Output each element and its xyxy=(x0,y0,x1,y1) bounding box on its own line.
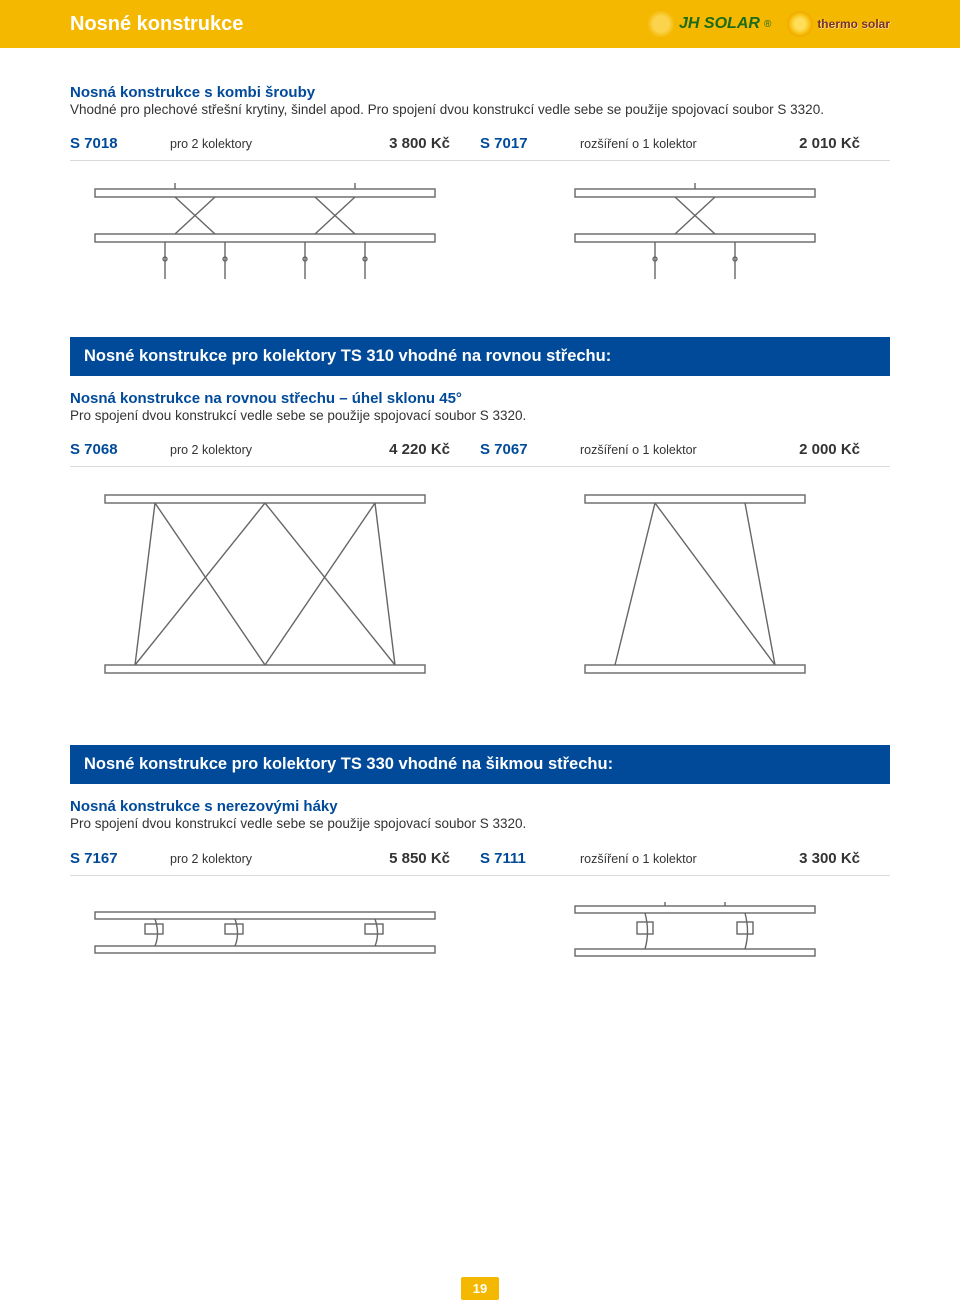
section2-right: S 7067 rozšíření o 1 kolektor 2 000 Kč xyxy=(480,441,890,458)
section3-bar: Nosné konstrukce pro kolektory TS 330 vh… xyxy=(70,745,890,784)
flame-icon xyxy=(787,11,813,37)
logo-jh-solar-text: JH SOLAR xyxy=(679,15,760,33)
diagram-hooks-1 xyxy=(500,894,890,974)
section3-left: S 7167 pro 2 kolektory 5 850 Kč xyxy=(70,850,480,867)
section1-intro-title: Nosná konstrukce s kombi šrouby xyxy=(70,84,890,101)
logo-jh-solar: JH SOLAR ® xyxy=(647,10,771,38)
product-desc: rozšíření o 1 kolektor xyxy=(580,852,771,866)
product-code: S 7167 xyxy=(70,850,142,867)
product-price: 2 000 Kč xyxy=(799,441,890,458)
section1-intro-desc: Vhodné pro plechové střešní krytiny, šin… xyxy=(70,101,890,119)
section3-price-row: S 7167 pro 2 kolektory 5 850 Kč S 7111 r… xyxy=(70,842,890,876)
section3-intro: Nosná konstrukce s nerezovými háky Pro s… xyxy=(70,798,890,833)
section2-diagrams xyxy=(70,485,890,685)
product-price: 5 850 Kč xyxy=(389,850,480,867)
product-code: S 7067 xyxy=(480,441,552,458)
section2-intro-desc: Pro spojení dvou konstrukcí vedle sebe s… xyxy=(70,407,890,425)
diagram-flat-1 xyxy=(500,485,890,685)
section3-intro-title: Nosná konstrukce s nerezovými háky xyxy=(70,798,890,815)
header-band: Nosné konstrukce JH SOLAR ® thermo solar xyxy=(0,0,960,48)
product-price: 3 300 Kč xyxy=(799,850,890,867)
section2-left: S 7068 pro 2 kolektory 4 220 Kč xyxy=(70,441,480,458)
product-price: 4 220 Kč xyxy=(389,441,480,458)
product-desc: pro 2 kolektory xyxy=(170,443,361,457)
section3-intro-desc: Pro spojení dvou konstrukcí vedle sebe s… xyxy=(70,815,890,833)
section2-intro-title: Nosná konstrukce na rovnou střechu – úhe… xyxy=(70,390,890,407)
section1-left: S 7018 pro 2 kolektory 3 800 Kč xyxy=(70,135,480,152)
diagram-hooks-2 xyxy=(70,894,460,974)
diagram-kombi-1 xyxy=(500,179,890,289)
product-desc: pro 2 kolektory xyxy=(170,137,361,151)
sun-icon xyxy=(647,10,675,38)
product-desc: pro 2 kolektory xyxy=(170,852,361,866)
product-price: 2 010 Kč xyxy=(799,135,890,152)
registered-mark: ® xyxy=(764,19,771,30)
product-code: S 7111 xyxy=(480,850,552,867)
section1-intro: Nosná konstrukce s kombi šrouby Vhodné p… xyxy=(70,84,890,119)
section2-intro: Nosná konstrukce na rovnou střechu – úhe… xyxy=(70,390,890,425)
product-desc: rozšíření o 1 kolektor xyxy=(580,443,771,457)
section1-right: S 7017 rozšíření o 1 kolektor 2 010 Kč xyxy=(480,135,890,152)
page-number-wrap: 19 xyxy=(0,1277,960,1300)
section1-diagrams xyxy=(70,179,890,289)
logos: JH SOLAR ® thermo solar xyxy=(647,10,890,38)
product-code: S 7017 xyxy=(480,135,552,152)
page-title: Nosné konstrukce xyxy=(70,13,243,36)
section2-bar: Nosné konstrukce pro kolektory TS 310 vh… xyxy=(70,337,890,376)
section3-right: S 7111 rozšíření o 1 kolektor 3 300 Kč xyxy=(480,850,890,867)
diagram-flat-2 xyxy=(70,485,460,685)
section2-price-row: S 7068 pro 2 kolektory 4 220 Kč S 7067 r… xyxy=(70,433,890,467)
product-desc: rozšíření o 1 kolektor xyxy=(580,137,771,151)
product-price: 3 800 Kč xyxy=(389,135,480,152)
product-code: S 7068 xyxy=(70,441,142,458)
section3-diagrams xyxy=(70,894,890,974)
logo-thermo-solar: thermo solar xyxy=(787,11,890,37)
logo-thermo-solar-text: thermo solar xyxy=(817,17,890,31)
section1-price-row: S 7018 pro 2 kolektory 3 800 Kč S 7017 r… xyxy=(70,127,890,161)
page-number: 19 xyxy=(461,1277,499,1300)
product-code: S 7018 xyxy=(70,135,142,152)
diagram-kombi-2 xyxy=(70,179,460,289)
